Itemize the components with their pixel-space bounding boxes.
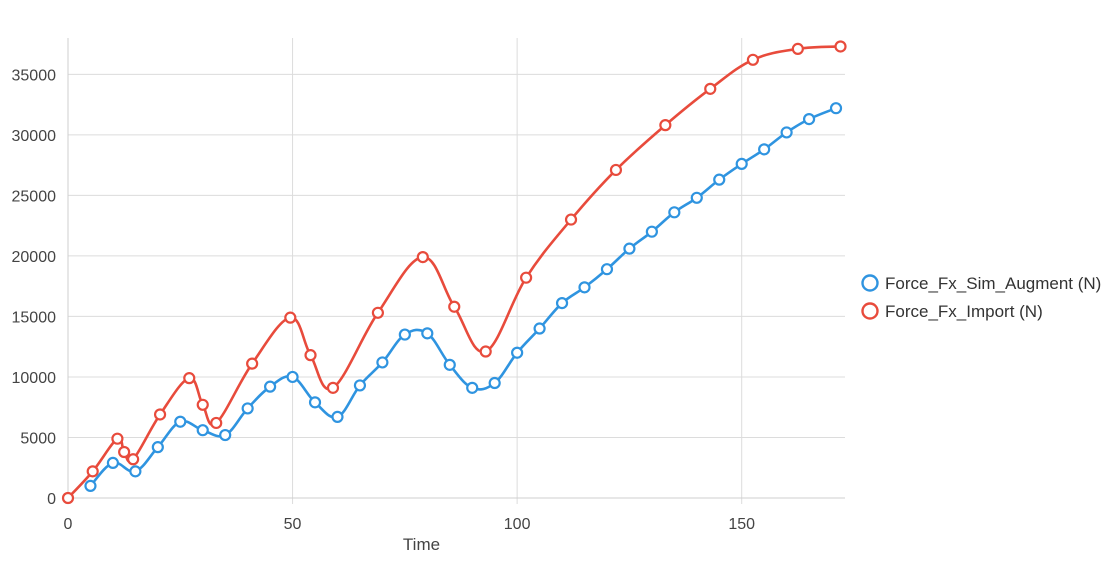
data-point[interactable] [780, 126, 793, 139]
data-point[interactable] [600, 263, 614, 276]
y-tick-label: 0 [47, 491, 56, 508]
y-tick-label: 15000 [12, 309, 57, 326]
data-point[interactable] [219, 428, 232, 442]
data-point[interactable] [106, 456, 120, 469]
data-point[interactable] [713, 173, 726, 186]
data-point[interactable] [196, 398, 209, 411]
data-point[interactable] [829, 102, 843, 115]
data-point[interactable] [284, 311, 297, 324]
data-point[interactable] [645, 225, 658, 238]
axes: 0 5000 10000 15000 20000 25000 30000 35000 0 50 10… [12, 38, 845, 554]
data-point[interactable] [416, 251, 429, 264]
data-point[interactable] [564, 213, 578, 226]
data-point[interactable] [421, 327, 434, 340]
data-point[interactable] [118, 445, 131, 459]
data-point[interactable] [84, 479, 97, 492]
legend-marker-icon [861, 274, 879, 292]
y-tick-label: 10000 [12, 370, 57, 387]
legend-label: Force_Fx_Sim_Augment (N) [885, 274, 1101, 293]
series-layer [61, 40, 847, 505]
data-point[interactable] [353, 379, 367, 392]
data-point[interactable] [61, 491, 75, 505]
x-tick-label: 150 [728, 516, 755, 533]
data-point[interactable] [308, 396, 322, 409]
data-point[interactable] [246, 357, 259, 370]
data-point[interactable] [488, 376, 501, 390]
y-tick-label: 35000 [12, 67, 57, 84]
data-point[interactable] [151, 441, 164, 454]
data-point[interactable] [834, 40, 847, 53]
data-point[interactable] [183, 372, 196, 385]
data-point[interactable] [735, 157, 748, 170]
data-point[interactable] [376, 356, 389, 369]
data-point[interactable] [623, 242, 636, 255]
data-point[interactable] [398, 328, 411, 341]
data-point[interactable] [746, 53, 760, 66]
data-point[interactable] [326, 381, 340, 394]
data-point[interactable] [448, 300, 461, 313]
data-point[interactable] [704, 82, 717, 95]
data-point[interactable] [241, 402, 254, 415]
x-tick-label: 0 [64, 516, 73, 533]
data-point[interactable] [111, 432, 124, 445]
data-point[interactable] [791, 42, 804, 55]
legend-item[interactable]: Force_Fx_Sim_Augment (N) [861, 274, 1102, 293]
data-point[interactable] [520, 271, 533, 284]
data-point[interactable] [533, 322, 546, 335]
legend-label: Force_Fx_Import (N) [885, 302, 1043, 321]
data-point[interactable] [578, 281, 591, 294]
data-point[interactable] [479, 345, 492, 358]
data-point[interactable] [668, 206, 681, 219]
legend: Force_Fx_Sim_Augment (N) Force_Fx_Import … [861, 274, 1102, 321]
data-point[interactable] [609, 163, 623, 177]
data-point[interactable] [690, 191, 703, 204]
data-point[interactable] [153, 408, 167, 421]
y-tick-label: 25000 [12, 188, 57, 205]
data-point[interactable] [331, 410, 344, 423]
data-point[interactable] [304, 349, 317, 362]
data-point[interactable] [466, 381, 479, 394]
data-point[interactable] [802, 113, 816, 126]
series-sim-augment [84, 102, 843, 492]
y-tick-label: 20000 [12, 249, 57, 266]
data-point[interactable] [264, 380, 277, 393]
grid [67, 38, 845, 504]
y-tick-label: 30000 [12, 128, 57, 145]
data-point[interactable] [174, 415, 187, 428]
data-point[interactable] [511, 346, 524, 359]
x-tick-label: 100 [504, 516, 531, 533]
data-point[interactable] [659, 119, 672, 132]
data-point[interactable] [555, 297, 569, 310]
x-axis-title: Time [403, 535, 440, 554]
data-point[interactable] [127, 453, 140, 466]
data-point[interactable] [210, 416, 223, 430]
data-point[interactable] [86, 465, 99, 478]
data-point[interactable] [129, 465, 142, 478]
series-line [89, 106, 838, 488]
legend-marker-icon [861, 302, 879, 320]
series-import [61, 40, 847, 505]
data-point[interactable] [443, 358, 456, 371]
y-tick-label: 5000 [20, 430, 56, 447]
legend-item[interactable]: Force_Fx_Import (N) [861, 302, 1043, 321]
data-point[interactable] [371, 306, 385, 319]
x-tick-label: 50 [284, 516, 302, 533]
series-line [66, 45, 842, 500]
data-point[interactable] [286, 370, 299, 384]
data-point[interactable] [758, 143, 771, 156]
data-point[interactable] [196, 424, 209, 437]
